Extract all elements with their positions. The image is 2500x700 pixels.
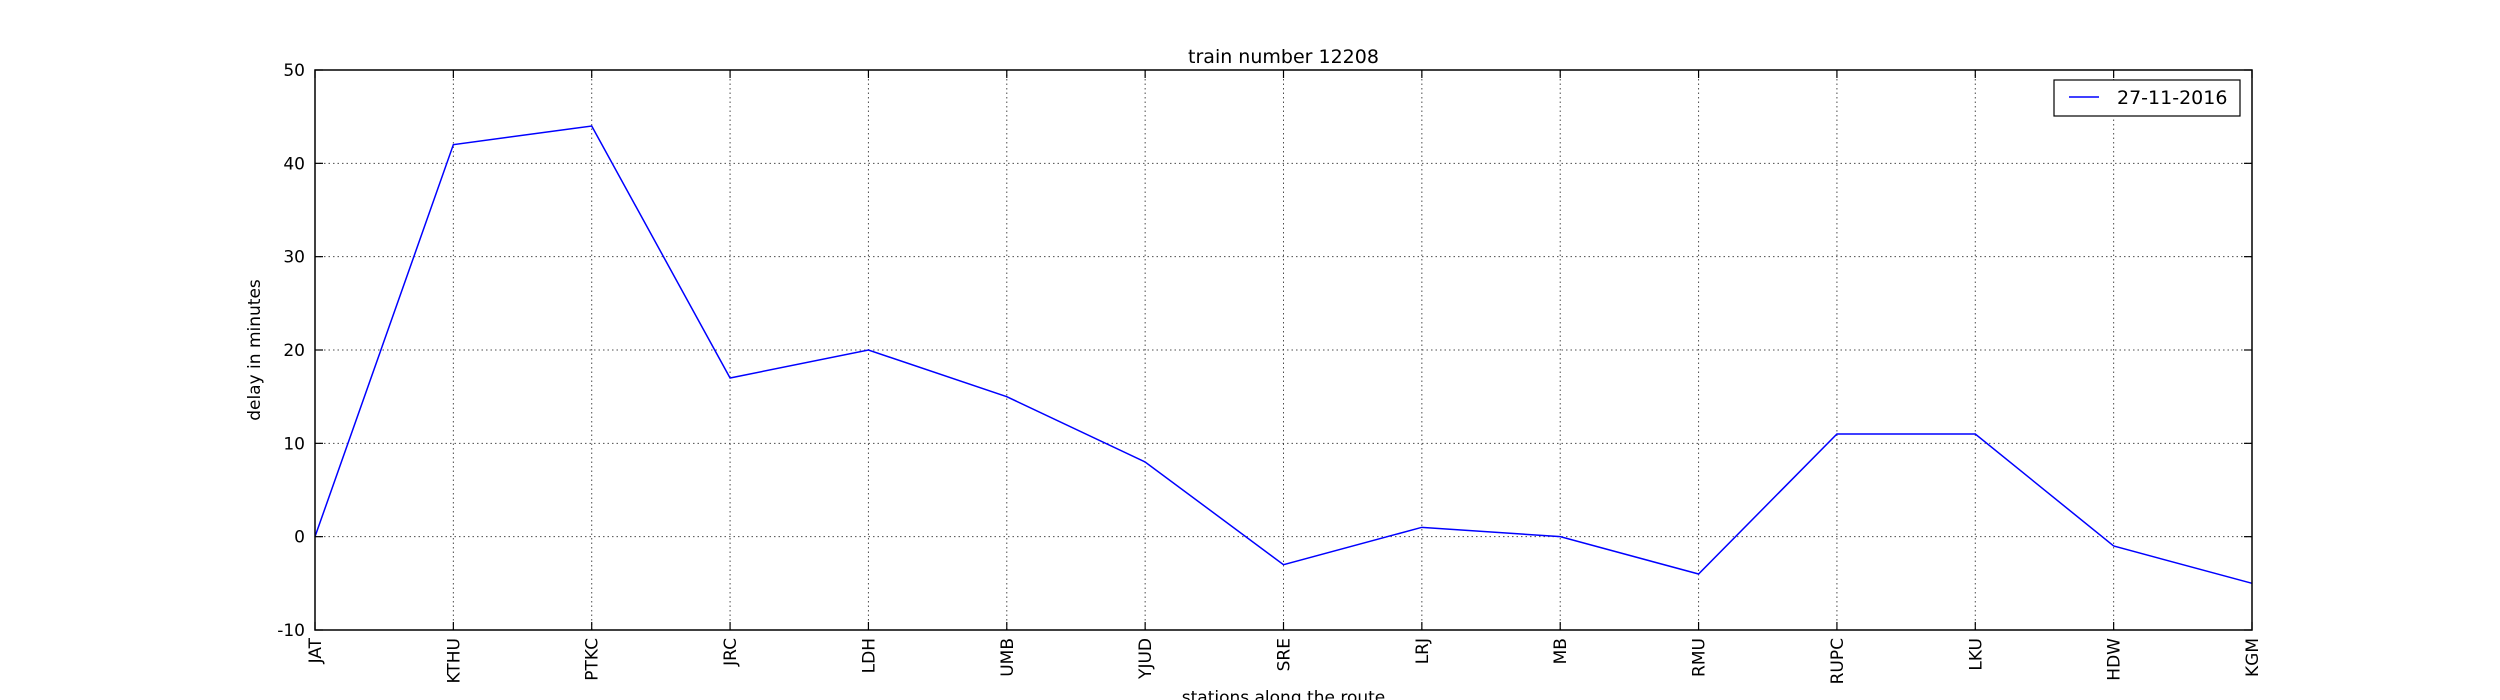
y-tick-label: 30: [283, 248, 305, 268]
series-layer: [314, 125, 2253, 585]
x-axis-label: stations along the route: [1182, 688, 1386, 700]
y-tick-label: 40: [283, 154, 305, 174]
x-tick-label: LKU: [1966, 638, 1986, 671]
y-tick-label: 0: [294, 528, 305, 548]
x-axis-ticks: JAT KTHU PTKC JRC LDH UMB YJUD SRE LRJ MB RMU RUPC L…: [306, 70, 2263, 684]
y-axis-ticks: -10 0 10 20 30 40 50: [277, 61, 2252, 641]
y-tick-label: 10: [283, 434, 305, 454]
x-tick-label: PTKC: [583, 638, 603, 681]
x-tick-label: LDH: [859, 638, 879, 673]
x-tick-label: JRC: [721, 638, 741, 667]
y-tick-label: 20: [283, 341, 305, 361]
x-tick-label: KTHU: [444, 638, 464, 683]
legend: 27-11-2016: [2053, 79, 2241, 117]
x-tick-label: UMB: [998, 638, 1018, 677]
y-tick-label: 50: [283, 61, 305, 81]
x-tick-label: RMU: [1690, 638, 1710, 677]
x-tick-label: KGM: [2243, 638, 2263, 677]
x-tick-label: JAT: [306, 637, 326, 664]
x-tick-label: LRJ: [1413, 638, 1433, 664]
series-line: [314, 125, 2253, 585]
x-tick-label: HDW: [2105, 638, 2125, 681]
x-tick-label: YJUD: [1136, 638, 1156, 680]
legend-label: 27-11-2016: [2117, 87, 2227, 109]
chart-title: train number 12208: [1188, 46, 1379, 68]
x-tick-label: RUPC: [1828, 638, 1848, 684]
grid-lines: [314, 69, 2253, 631]
legend-box: [2053, 79, 2241, 117]
x-tick-label: SRE: [1275, 638, 1295, 671]
x-tick-label: MB: [1551, 638, 1571, 664]
y-axis-label: delay in minutes: [245, 279, 265, 421]
y-tick-label: -10: [277, 621, 305, 641]
